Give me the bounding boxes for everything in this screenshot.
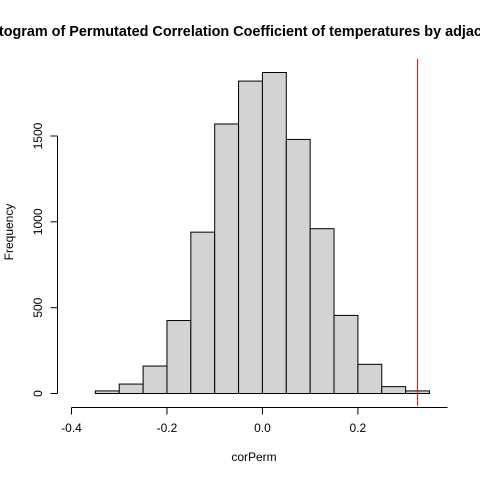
y-tick-label: 1000: [31, 208, 45, 235]
x-tick-label: 0.0: [254, 421, 271, 435]
histogram-bar: [381, 386, 407, 395]
chart-title: Histogram of Permutated Correlation Coef…: [0, 24, 480, 40]
y-tick-label: 500: [31, 297, 45, 317]
y-axis: 0 500 1000 1500: [31, 122, 58, 397]
histogram-bar: [357, 363, 383, 394]
x-axis-label: corPerm: [231, 450, 276, 464]
y-axis-label: Frequency: [2, 204, 16, 261]
histogram-bar: [309, 228, 335, 394]
histogram-bar: [142, 365, 168, 394]
y-tick-label: 1500: [31, 122, 45, 149]
histogram-bar: [333, 314, 359, 394]
y-tick-label: 0: [31, 390, 45, 397]
histogram-bar: [261, 72, 287, 394]
histogram-bar: [190, 231, 216, 394]
histogram-bar: [214, 123, 240, 395]
histogram-bar: [285, 138, 311, 394]
histogram-bar: [238, 80, 263, 394]
histogram-bars: [94, 72, 430, 395]
x-tick-label: -0.4: [61, 421, 82, 435]
x-tick-label: -0.2: [157, 421, 178, 435]
x-axis: -0.4 -0.2 0.0 0.2: [61, 407, 448, 435]
histogram-bar: [166, 320, 192, 394]
x-tick-label: 0.2: [350, 421, 367, 435]
histogram-bar: [118, 383, 144, 395]
histogram-bar: [94, 390, 120, 395]
